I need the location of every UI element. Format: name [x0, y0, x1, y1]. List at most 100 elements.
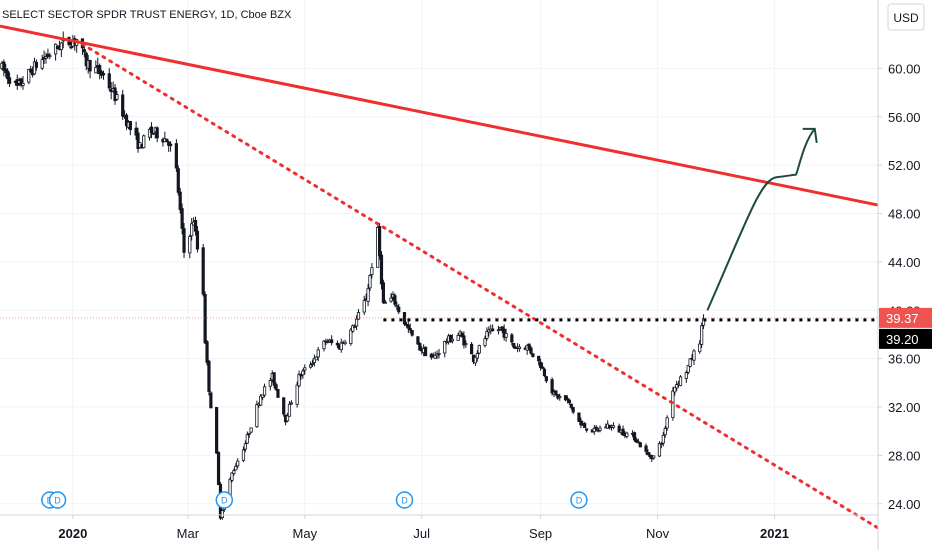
time-tick-label: Sep	[529, 526, 552, 541]
candle-down	[491, 328, 495, 332]
time-axis[interactable]: 2020 Mar May Jul Sep Nov 2021	[0, 514, 878, 541]
candle-down	[282, 397, 286, 415]
candle-up	[308, 364, 313, 368]
candle-down	[550, 379, 554, 394]
candle-up	[673, 386, 677, 393]
candle-up	[678, 376, 683, 386]
candle-up	[592, 427, 596, 433]
candle-down	[82, 49, 86, 53]
candle-up	[234, 465, 238, 471]
candle-up	[312, 357, 316, 363]
level-price-tag-text: 39.20	[886, 332, 919, 347]
time-tick-label: 2020	[58, 526, 87, 541]
candle-up	[339, 342, 343, 351]
candle-down	[7, 77, 12, 84]
trendlines[interactable]	[0, 24, 880, 530]
price-tick-label: 36.00	[888, 352, 921, 367]
currency-button[interactable]: USD	[887, 3, 925, 31]
candle-down	[274, 384, 278, 390]
candle-down	[155, 127, 159, 139]
dividend-marker[interactable]: D	[395, 491, 414, 509]
candle-down	[335, 342, 339, 346]
candle-down	[539, 361, 543, 368]
candle-up	[32, 61, 37, 75]
candle-down	[563, 395, 568, 401]
dividend-label: D	[54, 496, 61, 506]
candle-down	[644, 445, 648, 452]
price-tick-label: 44.00	[888, 255, 921, 270]
candle-up	[285, 415, 290, 422]
candle-down	[567, 399, 571, 404]
candle-down	[500, 326, 504, 331]
resistance-trendline[interactable]	[0, 24, 879, 207]
candle-up	[686, 365, 690, 373]
level-price-tag-background	[879, 328, 932, 349]
candle-down	[207, 360, 211, 392]
candle-up	[698, 343, 702, 353]
candle-down	[128, 121, 132, 131]
candle-up	[236, 460, 240, 467]
dividend-badge	[215, 491, 234, 509]
candle-down	[134, 127, 138, 136]
candle-down	[136, 132, 140, 149]
candle-down	[121, 94, 125, 117]
candle-up	[464, 343, 468, 345]
dividend-marker[interactable]: D	[215, 491, 234, 509]
dividend-marker[interactable]: D	[570, 491, 588, 509]
dividend-marker[interactable]: D	[48, 491, 67, 509]
candle-down	[178, 191, 182, 210]
candle-down	[101, 72, 106, 76]
candle-up	[230, 472, 234, 481]
candle-up	[314, 356, 318, 361]
candle-up	[395, 305, 399, 308]
candle-down	[418, 343, 422, 351]
candle-up	[349, 329, 353, 344]
candle-down	[512, 342, 516, 348]
candle-up	[44, 56, 48, 59]
candle-down	[88, 60, 92, 72]
candle-down	[69, 46, 73, 49]
dividend-badge	[48, 491, 67, 509]
candle-down	[423, 346, 428, 357]
candle-down	[165, 138, 169, 143]
candle-up	[684, 372, 688, 379]
candle-down	[579, 420, 583, 426]
candle-down	[621, 428, 625, 436]
time-tick-label: 2021	[760, 526, 789, 541]
candle-up	[53, 43, 58, 55]
candle-up	[437, 353, 441, 355]
candle-down	[182, 228, 186, 253]
price-tick-label: 32.00	[888, 400, 921, 415]
candle-down	[638, 442, 642, 448]
candle-up	[652, 455, 656, 459]
candle-up	[496, 329, 501, 332]
candle-down	[469, 343, 474, 355]
candle-down	[540, 366, 545, 369]
price-axis[interactable]: 60.0056.0052.0048.0044.0040.0036.0032.00…	[877, 0, 921, 550]
price-tick-label: 56.00	[888, 110, 921, 125]
dotted-trendline[interactable]	[80, 42, 880, 530]
forecast-arrow-head	[802, 127, 818, 143]
candle-up	[59, 42, 63, 50]
candle-up	[115, 94, 119, 100]
candle-down	[193, 220, 198, 232]
candle-down	[529, 347, 533, 354]
candle-down	[6, 70, 10, 80]
candle-down	[209, 392, 213, 409]
candle-down	[577, 412, 581, 422]
forecast-arrow[interactable]	[706, 127, 818, 311]
candle-up	[688, 358, 692, 367]
candle-up	[249, 427, 253, 433]
last-price-tag: 39.37	[879, 307, 932, 328]
candle-down	[272, 372, 276, 386]
dividend-markers[interactable]: DDDDD	[41, 491, 588, 509]
candle-up	[366, 288, 370, 302]
candle-up	[255, 404, 259, 428]
candle-down	[377, 226, 382, 257]
candle-up	[190, 223, 194, 237]
candle-down	[19, 78, 23, 86]
candle-up	[232, 470, 236, 474]
candle-up	[287, 403, 292, 417]
forecast-arrow-path[interactable]	[706, 128, 816, 311]
